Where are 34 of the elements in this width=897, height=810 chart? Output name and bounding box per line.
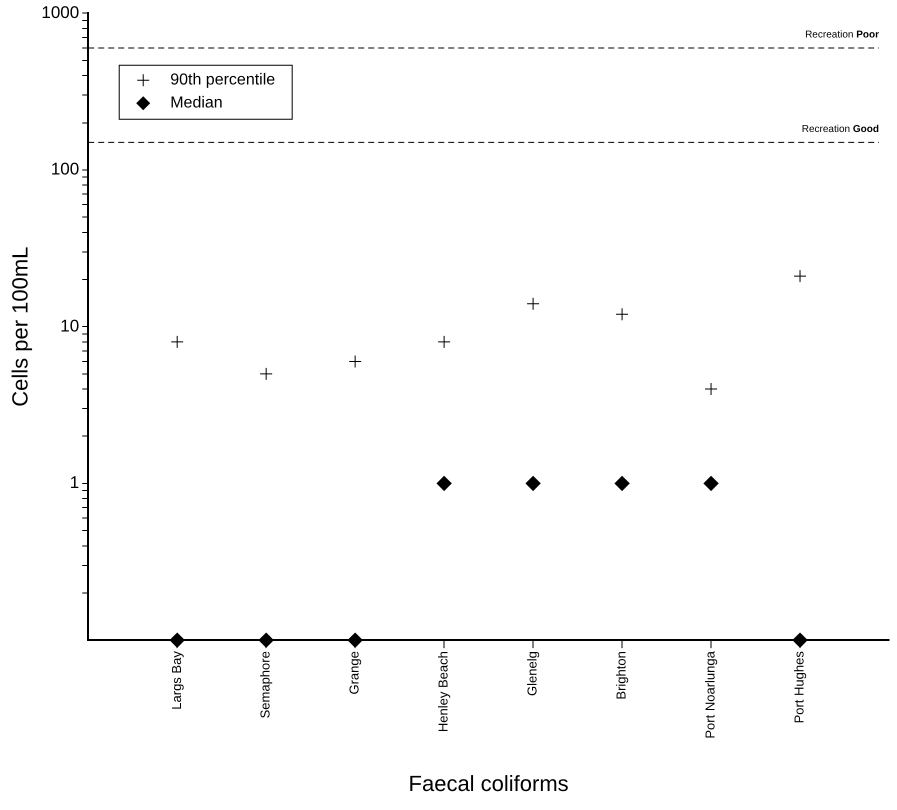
y-axis-title: Cells per 100mL xyxy=(7,246,32,407)
point xyxy=(526,476,541,491)
x-tick-label: Port Noarlunga xyxy=(702,650,718,739)
point xyxy=(704,476,719,491)
point xyxy=(170,632,185,648)
x-tick-label: Brighton xyxy=(614,651,629,700)
ref-line-label: Recreation Poor xyxy=(805,30,880,41)
point xyxy=(436,476,452,491)
point xyxy=(260,367,273,380)
x-tick-label: Port Hughes xyxy=(792,650,807,724)
x-tick-label: Henley Beach xyxy=(436,651,451,732)
point xyxy=(614,476,630,491)
x-tick-label: Grange xyxy=(346,651,362,695)
point xyxy=(526,297,540,310)
y-tick-label: 1000 xyxy=(41,2,80,22)
legend-label: 90th percentile xyxy=(170,72,276,89)
point xyxy=(258,632,274,648)
x-tick-label: Glenelg xyxy=(524,651,540,696)
point xyxy=(348,354,362,368)
point xyxy=(616,308,629,321)
x-tick-label: Largs Bay xyxy=(168,650,184,710)
y-tick-label: 1 xyxy=(70,473,80,492)
point xyxy=(170,335,184,348)
y-tick-label: 10 xyxy=(60,316,80,336)
y-tick-label: 100 xyxy=(50,160,80,179)
legend-label: Median xyxy=(170,94,223,112)
point xyxy=(794,270,807,283)
point xyxy=(438,335,451,348)
x-tick-label: Semaphore xyxy=(258,651,273,718)
point xyxy=(348,632,363,648)
ref-line-label: Recreation Good xyxy=(802,124,880,136)
point xyxy=(704,382,718,396)
point xyxy=(792,632,808,648)
x-axis-title: Faecal coliforms xyxy=(408,770,569,796)
